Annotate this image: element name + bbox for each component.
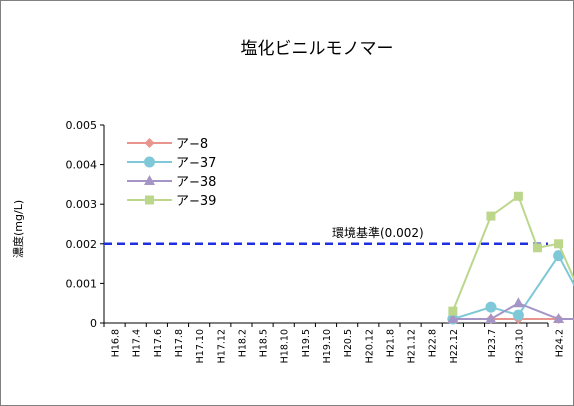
data-point: [512, 297, 524, 308]
x-tick-label: H18.5: [259, 329, 270, 357]
legend-marker: [144, 156, 155, 168]
x-tick-label: H16.8: [111, 329, 122, 357]
series-line: [451, 194, 574, 312]
legend: ア−8 ア−37 ア−38 ア−39: [127, 137, 216, 209]
legend-item: ア−8: [127, 137, 208, 152]
data-point: [447, 313, 459, 324]
legend-marker: [144, 138, 155, 148]
legend-label: ア−39: [176, 194, 216, 209]
reference-line-label: 環境基準(0.002): [332, 225, 424, 240]
x-tick-label: H18.10: [280, 329, 291, 363]
x-tick-label: H24.2: [555, 329, 566, 357]
reference-line-group: 環境基準(0.002): [104, 225, 548, 246]
y-tick-label: 0.005: [66, 119, 98, 132]
x-tick-label: H23.10: [514, 329, 525, 363]
x-tick-label: H17.4: [132, 329, 143, 357]
legend-item: ア−37: [127, 156, 216, 171]
data-point: [513, 191, 523, 201]
x-tick-label: H19.10: [322, 329, 333, 363]
series-2: [447, 250, 574, 325]
data-point: [485, 313, 497, 324]
y-tick-label: 0: [90, 317, 97, 330]
x-tick-label: H17.6: [153, 329, 164, 357]
x-tick-label: H20.5: [343, 329, 354, 357]
y-tick-label: 0.002: [66, 238, 98, 251]
legend-item: ア−38: [127, 175, 216, 190]
x-tick-label: H22.12: [449, 329, 460, 363]
series-4: [448, 191, 574, 316]
y-tick-label: 0.004: [66, 159, 98, 172]
legend-label: ア−37: [176, 156, 216, 171]
x-tick-label: H17.12: [216, 329, 227, 363]
x-tick-label: H19.5: [301, 329, 312, 357]
series-3: [447, 297, 574, 324]
y-tick-label: 0.003: [66, 198, 98, 211]
x-tick-label: H18.2: [237, 329, 248, 357]
legend-item: ア−39: [127, 194, 216, 209]
chart-title: 塩化ビニルモノマー: [240, 39, 394, 59]
data-point: [512, 309, 524, 321]
x-tick-label: H23.7: [487, 329, 498, 357]
data-point: [448, 306, 458, 316]
legend-label: ア−38: [176, 175, 216, 190]
legend-marker: [144, 175, 155, 185]
x-tick-label: H21.12: [407, 329, 418, 363]
x-tick-label: H20.12: [364, 329, 375, 363]
data-point: [553, 313, 565, 324]
data-point: [553, 250, 565, 262]
data-point: [554, 239, 564, 249]
axes: 0 0.001 0.002 0.003 0.004 0.005 H16.8 H17.4 H17.…: [66, 119, 566, 363]
legend-marker: [145, 195, 154, 205]
x-tick-label: H17.8: [174, 329, 185, 357]
legend-label: ア−8: [176, 137, 208, 152]
x-tick-label: H22.8: [428, 329, 439, 357]
data-point: [485, 301, 497, 313]
series-group: [447, 191, 574, 325]
data-point: [532, 243, 542, 253]
data-point: [486, 211, 496, 221]
x-tick-label: H17.10: [195, 329, 206, 363]
y-tick-label: 0.001: [66, 277, 98, 290]
x-tick-label: H21.8: [385, 329, 396, 357]
